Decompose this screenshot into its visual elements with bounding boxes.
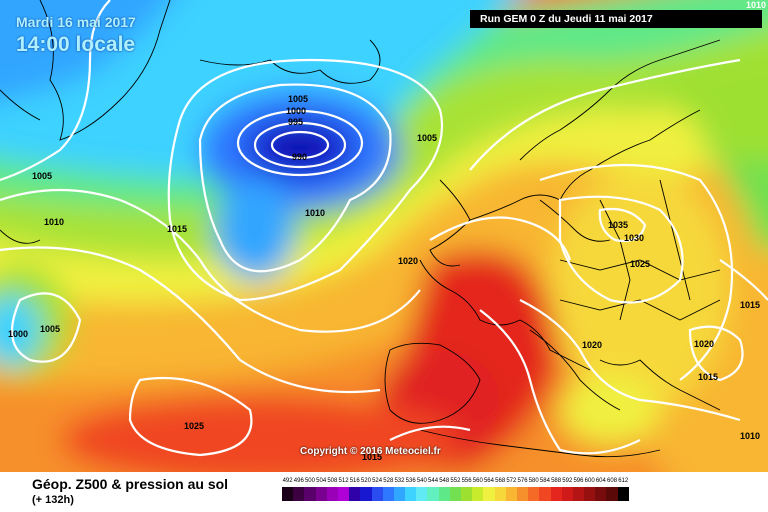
scale-color-swatch: [606, 487, 618, 501]
isobar-label: 1000: [286, 106, 307, 116]
isobar-label: 1005: [32, 171, 53, 181]
scale-color-swatch: [561, 487, 573, 501]
model-run-label: Run GEM 0 Z du Jeudi 11 mai 2017: [470, 10, 762, 28]
scale-tick-label: 504: [316, 478, 327, 484]
scale-tick-label: 612: [618, 478, 629, 484]
isobar-label: 1035: [608, 220, 629, 230]
scale-color-swatch: [461, 487, 473, 501]
scale-color-swatch: [371, 487, 383, 501]
scale-color-swatch: [617, 487, 629, 501]
field-title: Géop. Z500 & pression au sol: [32, 476, 229, 492]
scale-tick-label: 580: [528, 478, 539, 484]
scale-tick-label: 512: [338, 478, 349, 484]
isobar-label: 1005: [288, 94, 309, 104]
scale-color-swatch: [337, 487, 350, 501]
scale-color-swatch: [382, 487, 394, 501]
scale-tick-label: 592: [562, 478, 573, 484]
scale-color-swatch: [427, 487, 439, 501]
scale-color-swatch: [360, 487, 372, 501]
scale-tick-label: 528: [383, 478, 394, 484]
scale-tick-label: 552: [450, 478, 461, 484]
scale-tick-label: 516: [349, 478, 360, 484]
scale-tick-label: 560: [472, 478, 483, 484]
scale-color-swatch: [438, 487, 450, 501]
scale-color-swatch: [550, 487, 562, 501]
valid-time: 14:00 locale: [16, 33, 136, 56]
scale-tick-label: 500: [304, 478, 315, 484]
isobar-label: 1010: [305, 208, 326, 218]
scale-color-swatch: [449, 487, 461, 501]
copyright-notice: Copyright © 2016 Meteociel.fr: [300, 446, 441, 457]
scale-color-swatch: [416, 487, 428, 501]
scale-tick-label: 556: [461, 478, 472, 484]
isobar-label: 1015: [698, 372, 719, 382]
scale-color-swatch: [349, 487, 361, 501]
weather-map: Mardi 16 mai 2017 14:00 locale Run GEM 0…: [0, 0, 768, 472]
scale-tick-labels: 492 496 500 504 508 512 516 520 524 528 532 536 540 5…: [282, 478, 752, 484]
scale-tick-label: 524: [372, 478, 383, 484]
scale-color-swatch: [516, 487, 529, 501]
isobar-label: 990: [292, 152, 308, 162]
scale-color-swatch: [293, 487, 305, 501]
scale-tick-label: 496: [293, 478, 304, 484]
isobar-label: 1020: [582, 340, 603, 350]
scale-color-swatch: [539, 487, 551, 501]
scale-tick-label: 584: [539, 478, 550, 484]
scale-tick-label: 548: [439, 478, 450, 484]
scale-color-swatch: [528, 487, 540, 501]
scale-color-bar: [282, 487, 752, 501]
isobar-label: 1020: [398, 256, 419, 266]
isobar-label: 995: [288, 117, 304, 127]
isobar-label: 1010: [740, 431, 761, 441]
scale-color-swatch: [315, 487, 327, 501]
scale-tick-label: 608: [607, 478, 618, 484]
isobar-label: 1005: [40, 324, 61, 334]
scale-color-swatch: [595, 487, 607, 501]
isobars: [0, 0, 768, 455]
scale-color-swatch: [584, 487, 596, 501]
scale-tick-label: 604: [595, 478, 606, 484]
scale-color-swatch: [572, 487, 585, 501]
isobar-label: 1015: [740, 300, 761, 310]
scale-tick-label: 564: [483, 478, 494, 484]
scale-color-swatch: [505, 487, 517, 501]
isobar-label: 1015: [167, 224, 188, 234]
scale-color-swatch: [494, 487, 506, 501]
forecast-lead-time: (+ 132h): [32, 494, 74, 506]
scale-tick-label: 572: [506, 478, 517, 484]
scale-color-swatch: [472, 487, 484, 501]
scale-color-swatch: [282, 487, 294, 501]
scale-color-swatch: [304, 487, 316, 501]
isobar-label: 1025: [630, 259, 651, 269]
isobar-label: 1020: [694, 339, 715, 349]
isobar-label: 1005: [417, 133, 438, 143]
scale-color-swatch: [393, 487, 406, 501]
scale-color-swatch: [483, 487, 495, 501]
scale-color-swatch: [326, 487, 338, 501]
scale-tick-label: 596: [573, 478, 584, 484]
scale-color-swatch: [405, 487, 417, 501]
corner-isobar-label: 1010: [746, 0, 767, 10]
valid-date: Mardi 16 mai 2017: [16, 14, 136, 30]
scale-tick-label: 536: [405, 478, 416, 484]
scale-tick-label: 544: [428, 478, 439, 484]
coastlines: [0, 0, 721, 458]
z500-color-scale: 492 496 500 504 508 512 516 520 524 528 532 536 540 5…: [282, 478, 752, 508]
scale-tick-label: 588: [551, 478, 562, 484]
isobar-label: 1010: [44, 217, 65, 227]
scale-tick-label: 532: [394, 478, 405, 484]
scale-tick-label: 508: [327, 478, 338, 484]
scale-tick-label: 600: [584, 478, 595, 484]
isobar-label: 1030: [624, 233, 645, 243]
scale-tick-label: 576: [517, 478, 528, 484]
scale-tick-label: 540: [416, 478, 427, 484]
geopotential-field: [0, 0, 768, 472]
map-footer: Géop. Z500 & pression au sol (+ 132h) 49…: [0, 472, 768, 512]
isobar-label: 1015: [362, 452, 383, 462]
scale-tick-label: 568: [495, 478, 506, 484]
isobar-label: 1000: [8, 329, 29, 339]
isobar-label: 1025: [184, 421, 205, 431]
scale-tick-label: 492: [282, 478, 293, 484]
scale-tick-label: 520: [360, 478, 371, 484]
